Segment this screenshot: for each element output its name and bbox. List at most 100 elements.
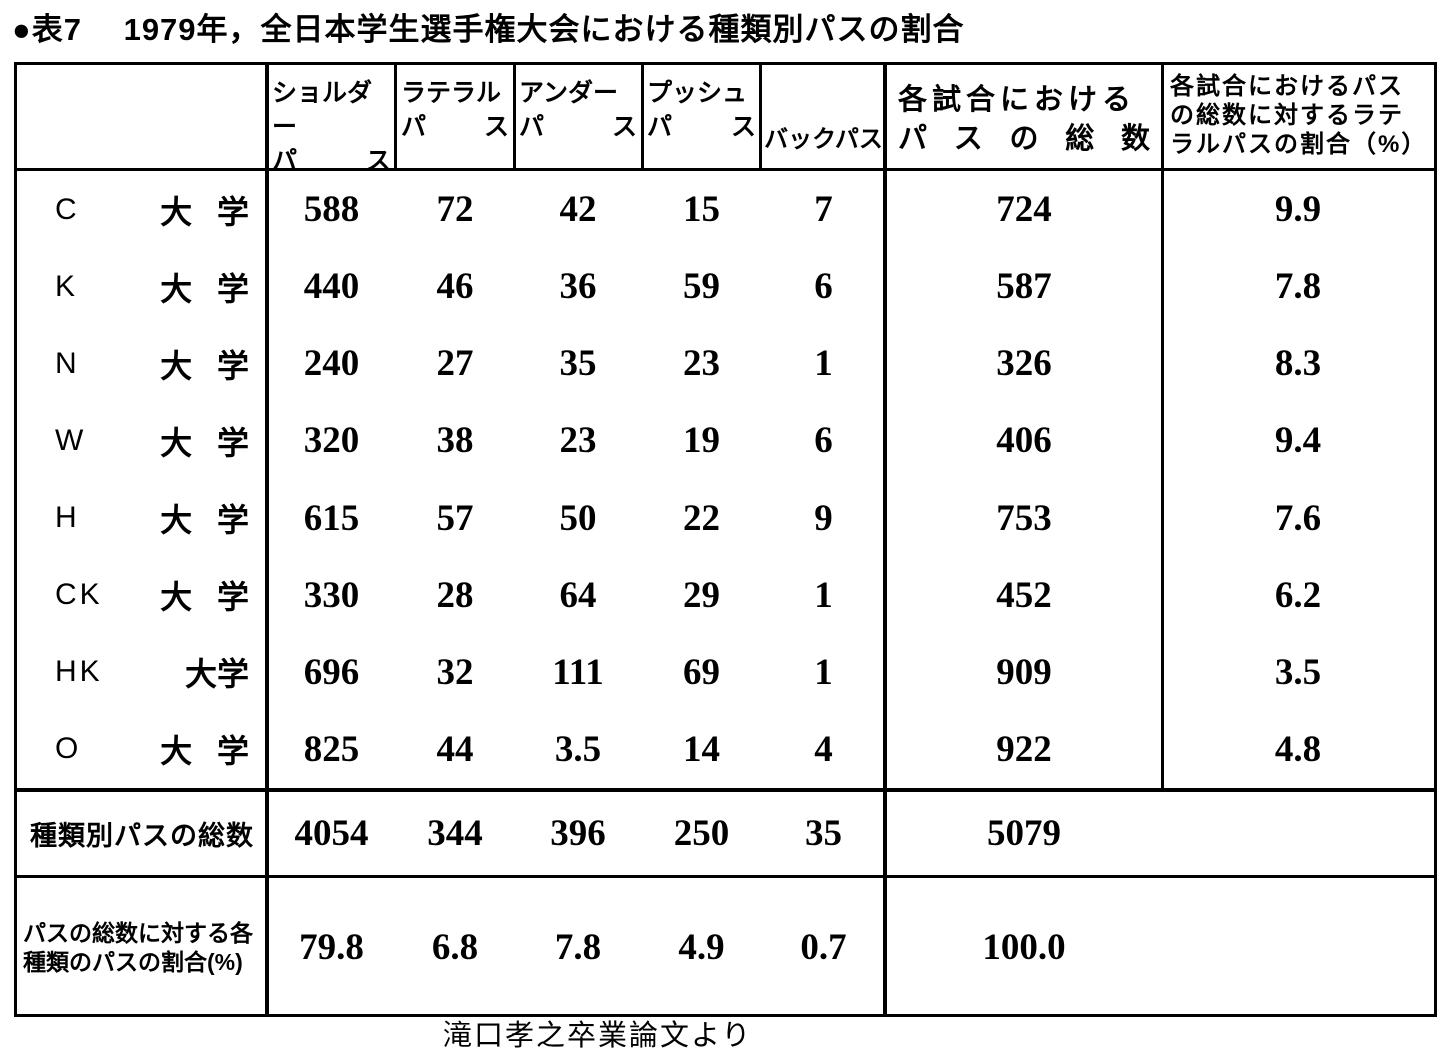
header-line: 各試合におけるパス: [1170, 73, 1404, 100]
cell-shoulder-total: 4054: [294, 813, 369, 854]
cell-shoulder: 240: [303, 343, 360, 385]
header-empty-cell: [17, 65, 267, 168]
header-line: 各試合における: [898, 84, 1137, 116]
cell-under: 64: [559, 574, 597, 616]
table-row-n-university: N 大 学 240 27 35 23 1 326 8.3: [17, 325, 1434, 402]
cell-under: 36: [559, 266, 597, 308]
source-credit: 滝口孝之卒業論文より: [443, 1020, 753, 1052]
cell-empty: [1162, 792, 1434, 875]
cell-back: 9: [814, 497, 833, 539]
header-line: ラテラル: [401, 79, 502, 107]
cell-total: 753: [996, 497, 1052, 539]
divider-shoulder-lateral-header: [394, 65, 397, 168]
cell-lateral-pct: 3.5: [1274, 651, 1322, 693]
table-row-w-university: W 大 学 320 38 23 19 6 406 9.4: [17, 402, 1434, 479]
cell-under: 3.5: [554, 728, 602, 770]
university-letter: CK: [55, 578, 103, 612]
cell-back: 1: [814, 343, 833, 385]
cell-push: 29: [683, 574, 720, 616]
table-row-h-university: H 大 学 615 57 50 22 9 753 7.6: [17, 480, 1434, 557]
header-line: ラルパスの割合（%）: [1170, 130, 1428, 158]
col-header-lateral-percentage: 各試合におけるパス の総数に対するラテ ラルパスの割合（%）: [1162, 65, 1434, 168]
cell-push: 69: [683, 651, 720, 693]
cell-total: 909: [996, 651, 1052, 693]
table-header-row: ショルダー パ ス ラテラル パ ス アンダー パ ス プッシュ パ ス バック…: [17, 65, 1434, 175]
cell-lateral-pct: 9.4: [1274, 420, 1322, 462]
divider-under-push-header: [641, 65, 644, 168]
percentage-row-label-line: 種類のパスの割合(%): [23, 948, 243, 975]
header-line: バックパス: [764, 126, 883, 153]
university-suffix: 大 学: [160, 424, 249, 461]
divider-after-university-column: [265, 65, 269, 1014]
table-row-k-university: K 大 学 440 46 36 59 6 587 7.8: [17, 248, 1434, 325]
university-suffix: 大 学: [160, 502, 249, 539]
line-below-header: [17, 168, 1434, 171]
cell-empty: [1162, 878, 1434, 1017]
university-letter: HK: [55, 655, 103, 689]
cell-back-pct: 0.7: [800, 927, 847, 968]
table-row-totals-by-type: 種類別パスの総数 4054 344 396 250 35 5079: [17, 792, 1434, 875]
col-header-under-pass: アンダー パ ス: [514, 65, 642, 168]
cell-push: 19: [683, 420, 720, 462]
university-letter: N: [55, 346, 80, 380]
header-line: パ ス: [647, 112, 756, 141]
cell-lateral: 38: [436, 420, 474, 462]
cell-lateral: 28: [436, 574, 474, 616]
percentage-row-label: パスの総数に対する各 種類のパスの割合(%): [17, 878, 267, 1017]
col-header-back-pass: バックパス: [761, 65, 886, 168]
cell-total: 724: [996, 189, 1052, 231]
cell-push-pct: 4.9: [678, 927, 725, 968]
cell-under: 50: [559, 497, 597, 539]
table-row-ck-university: CK 大 学 330 28 64 29 1 452 6.2: [17, 557, 1434, 634]
cell-under-pct: 7.8: [554, 927, 602, 968]
table-row-o-university: O 大 学 825 44 3.5 14 4 922 4.8: [17, 711, 1434, 788]
cell-lateral-pct: 6.8: [431, 927, 479, 968]
cell-lateral: 44: [436, 728, 474, 770]
cell-lateral-total: 344: [427, 813, 483, 854]
cell-back: 7: [814, 189, 833, 231]
university-suffix: 大学: [184, 656, 249, 693]
cell-back: 1: [814, 574, 833, 616]
table-title: ●表7 1979年，全日本学生選手権大会における種類別パスの割合: [12, 12, 965, 47]
cell-push: 23: [683, 343, 720, 385]
cell-back: 4: [814, 728, 833, 770]
line-below-totals-row: [17, 875, 1434, 878]
row-label: HK 大学: [17, 634, 267, 711]
cell-lateral: 72: [436, 189, 474, 231]
cell-under: 35: [559, 343, 597, 385]
cell-lateral-pct: 7.8: [1274, 266, 1322, 308]
university-suffix: 大 学: [160, 347, 249, 384]
cell-total: 326: [996, 343, 1052, 385]
table-body: C 大 学 588 72 42 15 7 724 9.9 K 大 学 440 46 …: [17, 171, 1434, 788]
cell-push: 15: [683, 189, 720, 231]
cell-lateral: 57: [436, 497, 474, 539]
university-letter: W: [55, 423, 87, 457]
cell-push: 22: [683, 497, 720, 539]
cell-push: 59: [683, 266, 720, 308]
header-line: プッシュ: [647, 79, 748, 107]
cell-shoulder: 320: [303, 420, 360, 462]
cell-shoulder: 825: [303, 728, 360, 770]
cell-shoulder: 615: [303, 497, 360, 539]
cell-back: 1: [814, 651, 833, 693]
header-line: の総数に対するラテ: [1170, 101, 1404, 129]
header-line: パ ス: [519, 112, 637, 141]
university-suffix: 大 学: [160, 579, 249, 616]
row-label: CK 大 学: [17, 557, 267, 634]
university-suffix: 大 学: [160, 193, 249, 230]
cell-under: 111: [552, 651, 604, 693]
cell-lateral: 32: [436, 651, 474, 693]
university-letter: H: [55, 501, 80, 535]
col-header-shoulder-pass: ショルダー パ ス: [267, 65, 396, 175]
table-row-c-university: C 大 学 588 72 42 15 7 724 9.9: [17, 171, 1434, 248]
cell-push: 14: [683, 728, 720, 770]
divider-after-back-pass-column: [883, 65, 887, 1014]
header-line: アンダー: [519, 79, 619, 107]
col-header-lateral-pass: ラテラル パ ス: [396, 65, 514, 168]
cell-total: 452: [996, 574, 1052, 616]
cell-total: 922: [996, 728, 1052, 770]
